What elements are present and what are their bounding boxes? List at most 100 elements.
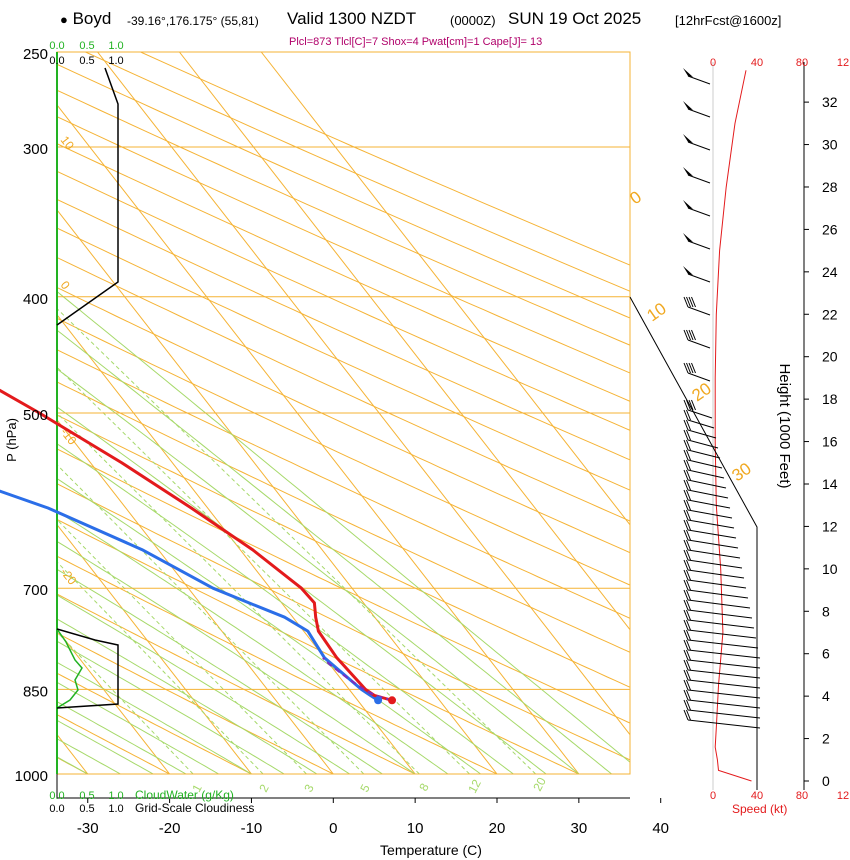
wind-barb-feather [686,579,691,591]
dry-adiabat-line [57,593,416,774]
moist-adiabat-line [57,329,612,774]
wind-barb-staff [687,529,737,539]
height-tick-label: 14 [822,476,838,492]
wind-barb-staff [687,579,747,589]
mixing-ratio-label: 20 [530,775,549,794]
wind-barb-staff [687,719,761,729]
cloudiness-tick-bottom: 0.0 [49,803,64,815]
cloudiness-tick-bottom: 0.5 [79,803,94,815]
height-tick-label: 6 [822,646,830,662]
pressure-tick-label: 1000 [15,768,48,785]
speed-tick-bottom: 0 [710,790,716,802]
moist-adiabat-line [57,478,481,774]
pressure-tick-label: 250 [23,46,48,63]
height-tick-label: 8 [822,603,830,619]
wind-barb [683,609,755,629]
pressure-lines [57,52,630,774]
wind-barb-feather [686,689,691,701]
height-tick-label: 12 [822,518,838,534]
cloudiness-upper [56,67,119,326]
height-tick-label: 16 [822,434,838,450]
wind-barb-feather [683,449,689,461]
dry-adiabat-line [85,52,630,292]
dry-adiabat-line [57,448,630,724]
dry-adiabat-line [57,143,630,402]
cloudwater-profile [56,628,83,709]
mixing-ratio-line [57,631,194,774]
temperature-line [0,388,393,702]
wind-barb [683,599,753,619]
wind-barb-feather [686,649,691,661]
wind-barb-staff [687,609,753,619]
wind-barb [683,479,729,499]
moist-adiabat-line [57,661,252,774]
wind-barb-staff [687,449,721,459]
wind-barb [683,619,757,639]
wind-barb-feather [686,559,691,571]
isotherm-label: -20 [58,565,80,588]
wind-barb-flag [683,233,693,242]
wind-barb-feather [686,619,691,631]
wind-barb-feather [686,509,691,521]
x-tick-label: 20 [489,820,506,837]
x-tick-label: -30 [77,820,99,837]
wind-barb-feather [683,709,689,721]
wind-barb-feather [683,469,689,481]
moist-adiabat-line [57,640,285,774]
wind-barb [683,509,735,529]
moist-adiabat-line [57,443,514,774]
wind-barb-feather [683,679,689,691]
forecast-date: SUN 19 Oct 2025 [508,9,642,28]
dry-adiabat-label: 10 [643,299,669,325]
cloudwater-tick-bottom: 0.5 [79,790,94,802]
moist-adiabat-line [57,510,449,774]
dewpoint-line [0,489,379,702]
wind-barb-feather [686,459,691,471]
wind-barb-feather [683,409,689,421]
wind-barb-feather [683,659,689,671]
moist-adiabat-line [57,540,416,774]
wind-barb-staff [687,339,711,349]
pressure-tick-label: 500 [23,407,48,424]
wind-barb [683,579,749,599]
wind-barb-staff [687,589,749,599]
wind-barb-feather [686,429,691,441]
wind-barbs [683,68,761,729]
wind-barb-feather [686,399,691,411]
wind-barb-feather [686,589,691,601]
wind-barb-flag [683,200,693,209]
pressure-tick-label: 300 [23,141,48,158]
isotherm-line [0,52,6,774]
dry-adiabat-line [57,555,498,774]
dry-adiabat-line [57,518,580,774]
wind-barb [683,419,717,439]
dry-adiabat-line [57,89,630,346]
wind-barb-staff [687,679,761,689]
wind-barb-staff [687,240,711,250]
wind-barb-feather [688,329,694,341]
wind-barb-feather [683,499,689,511]
wind-barb [683,639,761,659]
y-axis-title: P (hPa) [4,418,19,462]
x-tick-label: 10 [407,820,424,837]
wind-barb-feather [683,479,689,491]
wind-barb-feather [686,629,691,641]
wind-barb-feather [686,519,691,531]
wind-barb [683,549,743,569]
wind-barb [683,329,711,349]
wind-barb-staff [687,629,757,639]
dry-adiabat-label: 0 [626,187,645,208]
height-tick-label: 4 [822,688,830,704]
wind-barb-flag [683,167,693,176]
dry-adiabat-line [57,381,630,653]
wind-barb-feather [686,529,691,541]
height-tick-label: 24 [822,264,838,280]
wind-barb-staff [687,75,711,85]
station-coords: -39.16°,176.175° (55,81) [127,14,259,28]
wind-barb [683,489,731,509]
wind-barb-staff [687,539,739,549]
wind-barb [683,469,727,489]
wind-barb [683,409,715,429]
mixing-ratio-line [57,518,307,774]
speed-tick-bottom: 80 [796,790,808,802]
